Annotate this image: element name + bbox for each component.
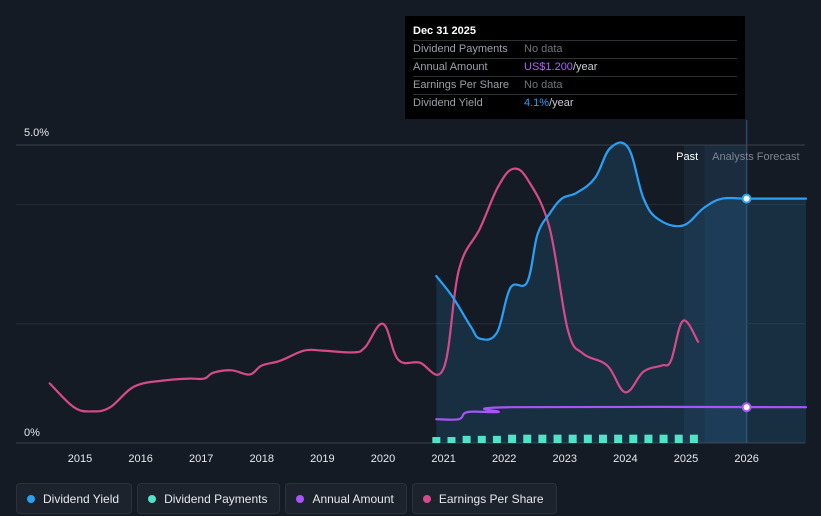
y-axis-min-label: 0% [24, 427, 40, 439]
dividend-payment-bar [538, 434, 547, 443]
dividend-payment-bar [689, 434, 698, 443]
x-tick-label: 2020 [371, 453, 395, 465]
dividend-payment-bar [492, 435, 501, 443]
past-region-label: Past [676, 151, 698, 163]
dividend-payment-bar [629, 434, 638, 443]
tooltip-label: Dividend Yield [413, 97, 483, 109]
tooltip-row-dividend-payments: Dividend Payments No data [413, 40, 737, 58]
tooltip-value: 4.1% [524, 97, 550, 109]
legend-dot-icon [296, 494, 305, 503]
dividend-payment-bar [659, 434, 668, 443]
x-tick-label: 2026 [734, 453, 758, 465]
tooltip-row-earnings-per-share: Earnings Per Share No data [413, 76, 737, 94]
dividend-payment-bar [598, 434, 607, 443]
tooltip-date: Dec 31 2025 [413, 25, 476, 37]
tooltip-suffix: /year [572, 61, 598, 73]
legend-dot-icon [148, 494, 157, 503]
chart-legend: Dividend Yield Dividend Payments Annual … [16, 483, 557, 515]
tooltip-value-wrap: 4.1%/year [524, 95, 574, 112]
dividend-payment-bar [523, 434, 532, 443]
forecast-region-label: Analysts Forecast [712, 151, 799, 163]
legend-item-annual-amount[interactable]: Annual Amount [285, 483, 407, 514]
dividend-yield-line [435, 141, 808, 341]
dividend-payment-bar [508, 434, 517, 443]
x-tick-label: 2021 [431, 453, 455, 465]
tooltip-value: US$1.200 [524, 61, 573, 73]
chart-tooltip: Dec 31 2025 Dividend Payments No data An… [405, 16, 745, 119]
legend-label: Annual Amount [312, 491, 394, 506]
legend-dot-icon [422, 494, 431, 503]
past-region-band [684, 145, 705, 443]
tooltip-value: No data [524, 43, 563, 55]
dividend-payment-bar [644, 434, 653, 443]
legend-label: Dividend Yield [43, 491, 120, 506]
dividend-payment-bar [447, 437, 456, 443]
tooltip-row-dividend-yield: Dividend Yield 4.1%/year [413, 94, 737, 112]
dividend-payment-bar [583, 434, 592, 443]
x-tick-label: 2016 [128, 453, 152, 465]
tooltip-suffix: /year [549, 97, 574, 109]
dividend-yield-marker [741, 193, 752, 204]
legend-item-dividend-yield[interactable]: Dividend Yield [16, 483, 133, 514]
dividend-payment-bar [614, 434, 623, 443]
annual-amount-marker [741, 402, 752, 413]
x-tick-label: 2024 [613, 453, 637, 465]
dividend-payment-bar [462, 435, 471, 443]
dividend-chart[interactable]: 5.0% 0% 2015 2016 2017 2018 2019 2020 2021 2022 20… [0, 0, 821, 480]
earnings-per-share-line [48, 167, 700, 413]
x-tick-label: 2018 [250, 453, 274, 465]
legend-item-dividend-payments[interactable]: Dividend Payments [137, 483, 281, 514]
legend-dot-icon [27, 494, 35, 503]
x-tick-label: 2017 [189, 453, 213, 465]
forecast-region-band [704, 145, 747, 443]
dividend-payment-bar [568, 434, 577, 443]
x-tick-label: 2022 [492, 453, 516, 465]
dividend-payment-bar [553, 434, 562, 443]
legend-label: Earnings Per Share [438, 491, 544, 506]
y-axis-max-label: 5.0% [24, 127, 49, 139]
tooltip-label: Dividend Payments [413, 43, 508, 55]
dividend-payment-bar [432, 437, 441, 443]
annual-amount-line [435, 405, 808, 421]
x-tick-label: 2015 [68, 453, 92, 465]
dividend-yield-area [436, 142, 806, 443]
x-tick-label: 2025 [674, 453, 698, 465]
dividend-payment-bar [674, 434, 683, 443]
dividend-payment-bar [477, 435, 486, 443]
legend-item-earnings-per-share[interactable]: Earnings Per Share [411, 483, 557, 514]
tooltip-value: No data [524, 79, 563, 91]
x-tick-label: 2023 [553, 453, 577, 465]
legend-label: Dividend Payments [164, 491, 268, 506]
tooltip-row-annual-amount: Annual Amount US$1.200/year [413, 58, 737, 76]
tooltip-label: Annual Amount [413, 61, 488, 73]
tooltip-value-wrap: US$1.200/year [524, 59, 597, 76]
chart-svg: 5.0% 0% 2015 2016 2017 2018 2019 2020 2021 2022 20… [16, 120, 808, 465]
x-tick-label: 2019 [310, 453, 334, 465]
tooltip-label: Earnings Per Share [413, 79, 509, 91]
